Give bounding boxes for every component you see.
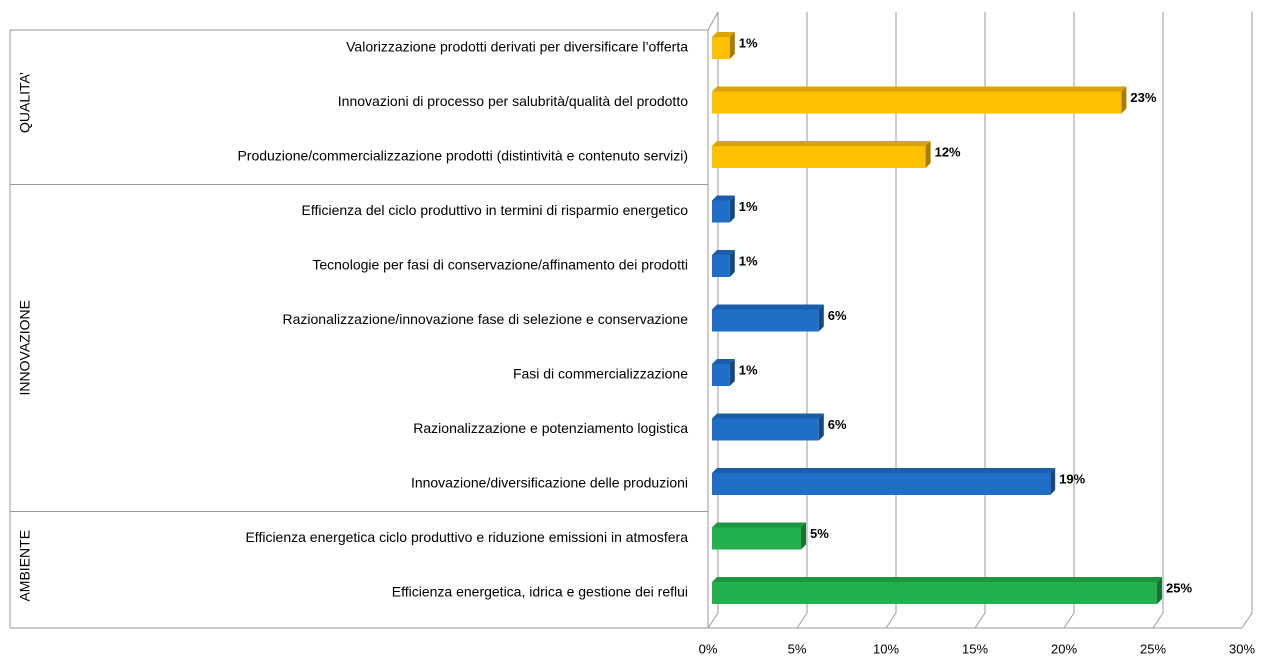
x-tick-label: 0% xyxy=(699,641,718,656)
floor-line xyxy=(796,612,808,629)
floor-line xyxy=(1241,612,1253,629)
category-label: Innovazioni di processo per salubrità/qu… xyxy=(338,93,688,109)
category-label: Produzione/commercializzazione prodotti … xyxy=(237,148,688,164)
floor-line xyxy=(707,612,719,629)
bar-top xyxy=(712,413,824,419)
bar-top xyxy=(712,32,735,37)
bar xyxy=(712,146,926,168)
bar xyxy=(712,473,1051,495)
bar-top xyxy=(712,86,1127,92)
bar-end xyxy=(729,250,735,277)
bar xyxy=(712,255,730,277)
value-label: 19% xyxy=(1059,471,1085,486)
bar-end xyxy=(729,359,735,386)
group-label: QUALITA’ xyxy=(17,72,33,133)
bar-end xyxy=(729,32,735,59)
value-label: 1% xyxy=(739,362,758,377)
value-label: 1% xyxy=(739,35,758,50)
value-label: 6% xyxy=(828,417,847,432)
x-tick-label: 20% xyxy=(1051,641,1077,656)
x-tick-label: 15% xyxy=(962,641,988,656)
bar xyxy=(712,91,1122,114)
bar-top xyxy=(712,195,735,201)
floor-line xyxy=(974,612,986,629)
value-label: 1% xyxy=(739,199,758,214)
floor-line xyxy=(885,612,897,629)
x-tick-label: 25% xyxy=(1140,641,1166,656)
bar xyxy=(712,37,730,59)
category-label: Razionalizzazione e potenziamento logist… xyxy=(413,420,688,436)
x-tick-label: 10% xyxy=(873,641,899,656)
bar xyxy=(712,309,819,332)
x-tick-label: 5% xyxy=(788,641,807,656)
floor-line xyxy=(1063,612,1075,629)
bar xyxy=(712,582,1157,604)
bar-top xyxy=(712,522,806,528)
floor-line xyxy=(1152,612,1164,629)
bar-end xyxy=(925,141,931,168)
value-label: 6% xyxy=(828,308,847,323)
group-label: INNOVAZIONE xyxy=(17,300,33,395)
category-label: Innovazione/diversificazione delle produ… xyxy=(411,475,688,491)
value-label: 23% xyxy=(1130,90,1156,105)
category-label: Efficienza energetica, idrica e gestione… xyxy=(392,584,688,600)
category-label: Efficienza del ciclo produttivo in termi… xyxy=(302,202,689,218)
bar-top xyxy=(712,577,1162,582)
category-label: Tecnologie per fasi di conservazione/aff… xyxy=(312,257,688,273)
bar-top xyxy=(712,304,824,310)
bar-top xyxy=(712,468,1056,473)
value-label: 12% xyxy=(935,144,961,159)
x-tick-label: 30% xyxy=(1229,641,1255,656)
bar xyxy=(712,364,730,386)
bar-end xyxy=(1157,577,1162,604)
bar xyxy=(712,418,819,441)
bar-end xyxy=(1121,86,1127,114)
bar-end xyxy=(818,304,824,332)
bar xyxy=(712,527,801,550)
wall-top xyxy=(707,11,719,31)
bar-end xyxy=(818,413,824,441)
category-label: Valorizzazione prodotti derivati per div… xyxy=(346,39,688,55)
value-label: 5% xyxy=(810,526,829,541)
category-label: Razionalizzazione/innovazione fase di se… xyxy=(283,311,689,327)
category-label: Efficienza energetica ciclo produttivo e… xyxy=(245,529,688,545)
value-label: 25% xyxy=(1166,580,1192,595)
bar-end xyxy=(729,195,735,223)
group-label: AMBIENTE xyxy=(17,530,33,602)
bar-end xyxy=(1050,468,1056,495)
bar-top xyxy=(712,359,735,364)
bar-top xyxy=(712,141,931,146)
value-label: 1% xyxy=(739,253,758,268)
category-label: Fasi di commercializzazione xyxy=(513,366,688,382)
bar-top xyxy=(712,250,735,255)
bar-end xyxy=(801,522,806,550)
bar xyxy=(712,200,730,223)
